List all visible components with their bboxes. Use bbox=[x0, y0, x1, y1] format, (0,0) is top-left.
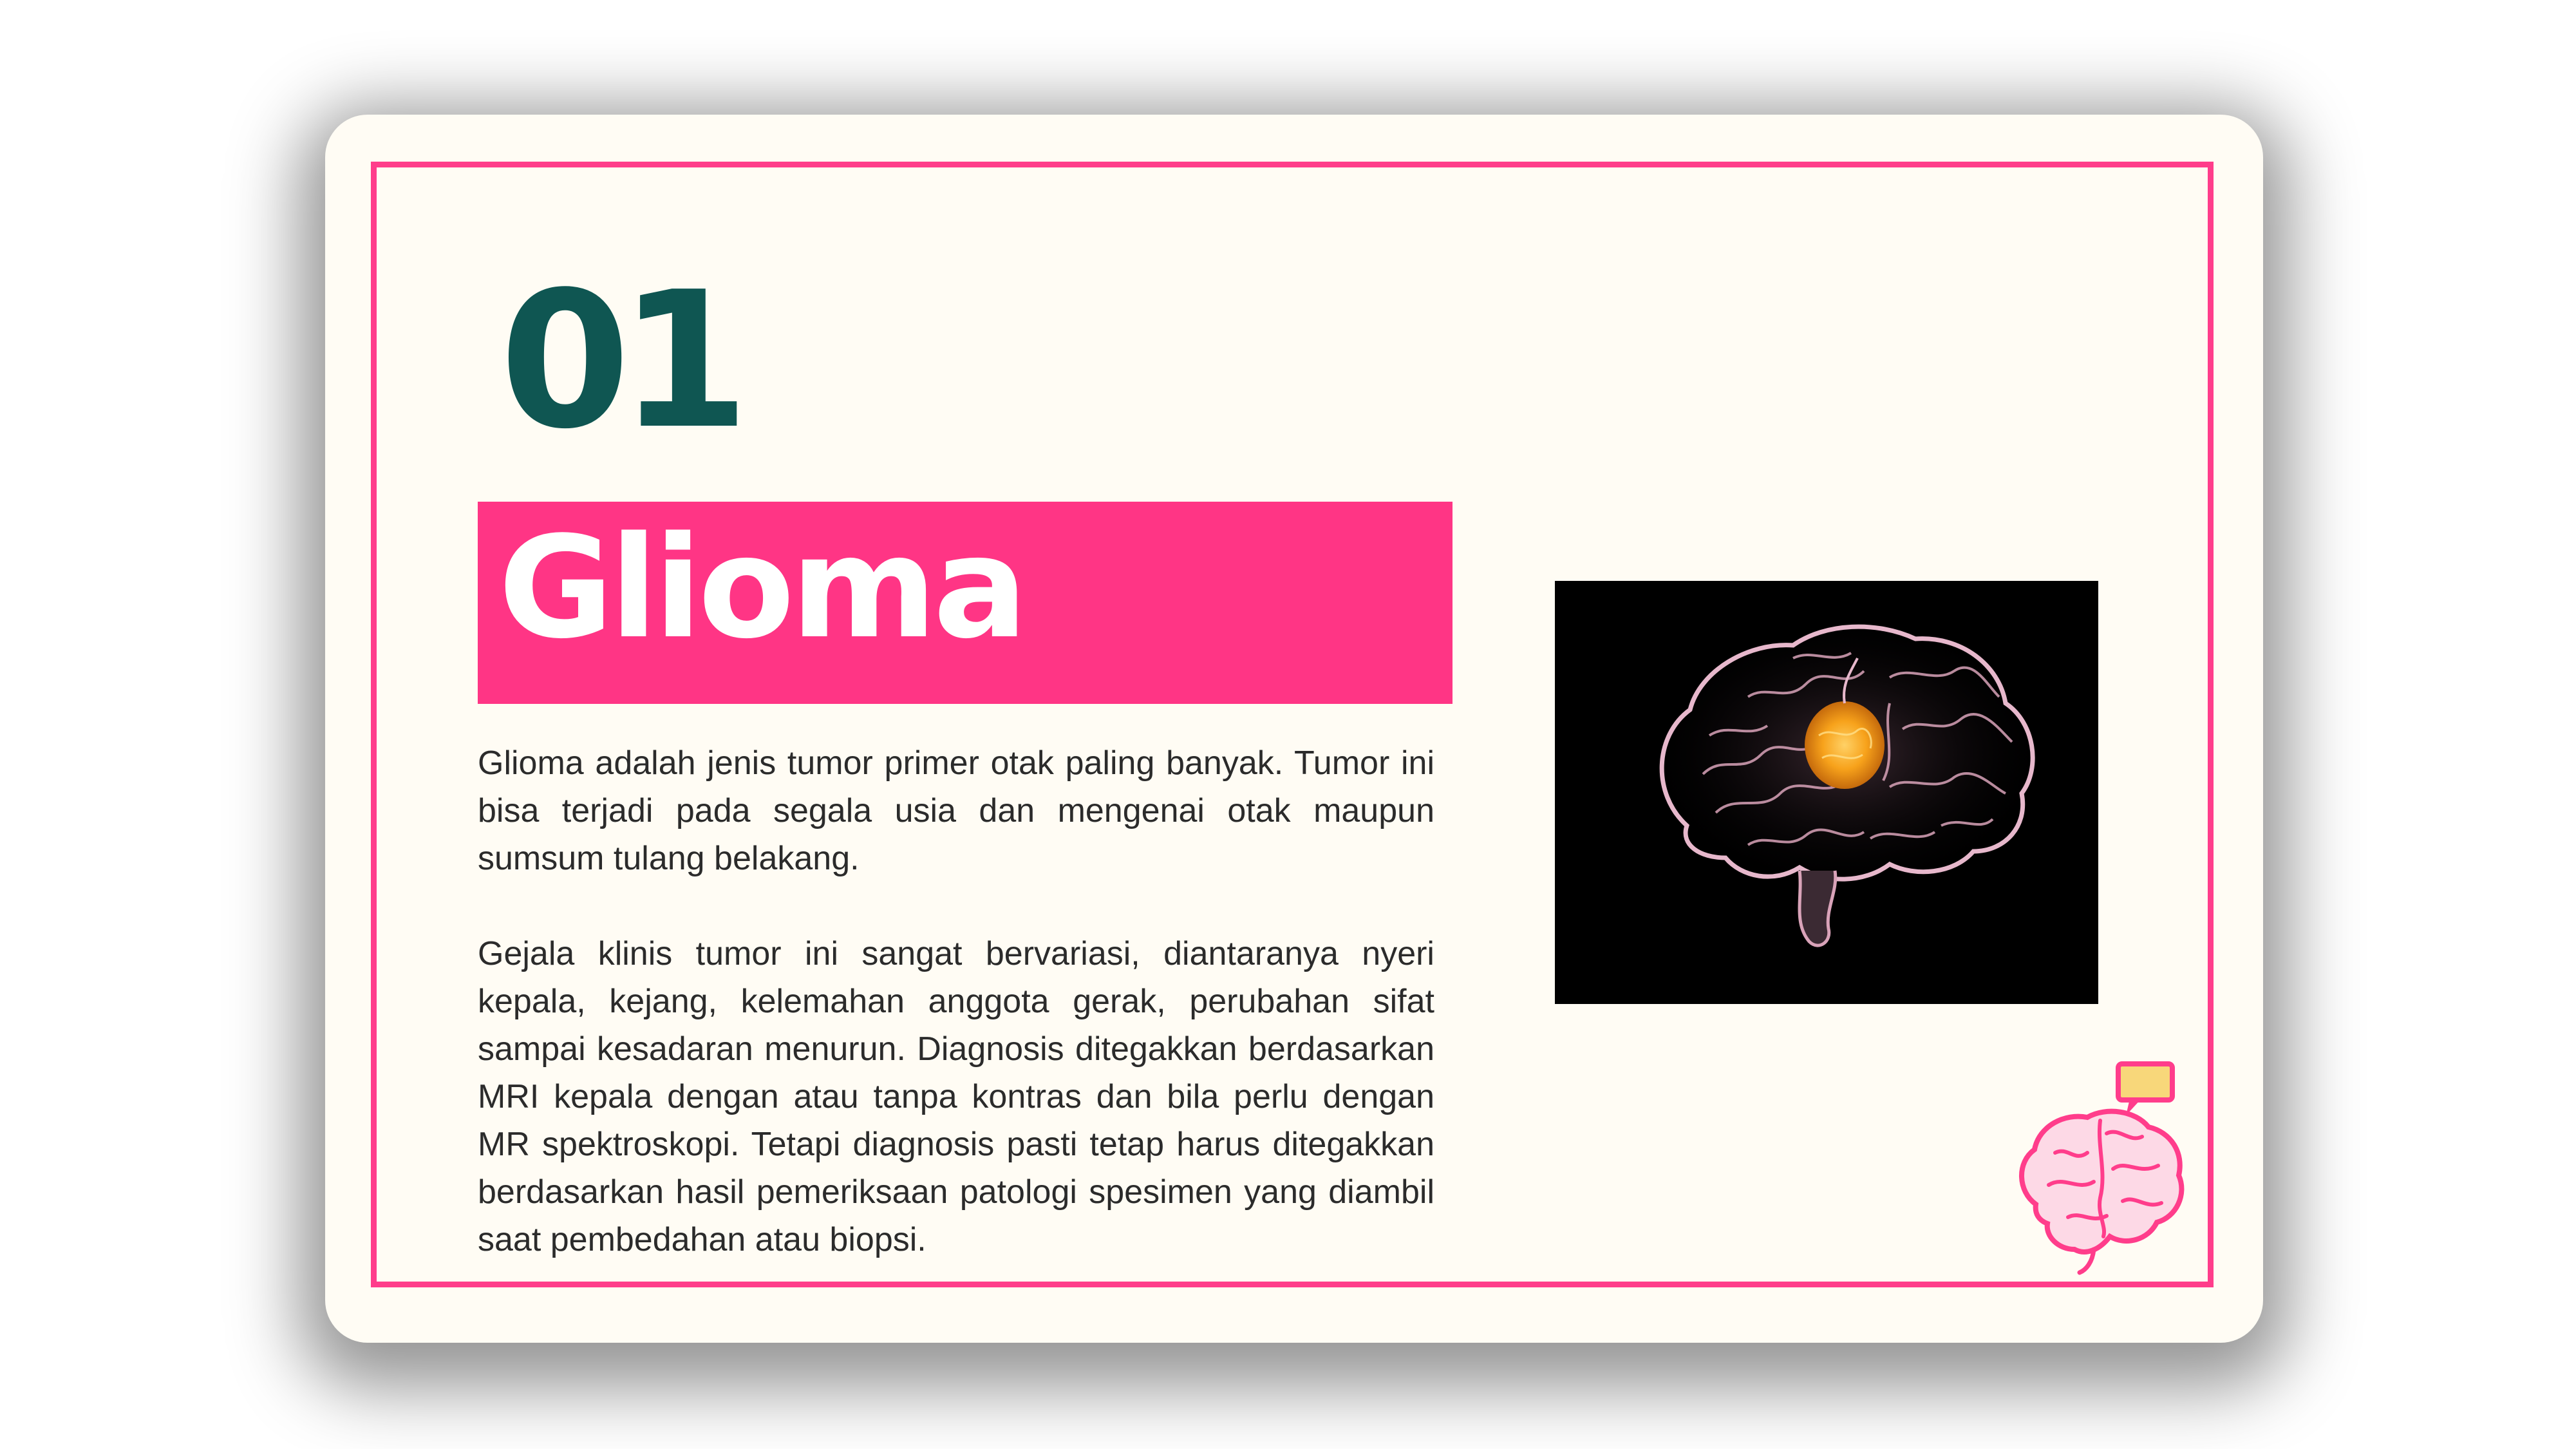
slide-body: Glioma adalah jenis tumor primer otak pa… bbox=[478, 739, 1434, 1311]
slide-number: 01 bbox=[500, 251, 749, 470]
brain-tumor-illustration-icon bbox=[1555, 581, 2098, 1004]
slide-border-frame bbox=[371, 162, 2214, 1287]
body-paragraph-2: Gejala klinis tumor ini sangat bervarias… bbox=[478, 935, 1434, 1258]
title-banner: Glioma bbox=[478, 502, 1453, 704]
slide-card: 01 Glioma Glioma adalah jenis tumor prim… bbox=[325, 115, 2263, 1343]
body-paragraph-1: Glioma adalah jenis tumor primer otak pa… bbox=[478, 744, 1434, 877]
brain-tumor-image bbox=[1555, 581, 2098, 1004]
slide-title: Glioma bbox=[498, 507, 1028, 670]
brain-icon bbox=[2019, 1061, 2185, 1275]
